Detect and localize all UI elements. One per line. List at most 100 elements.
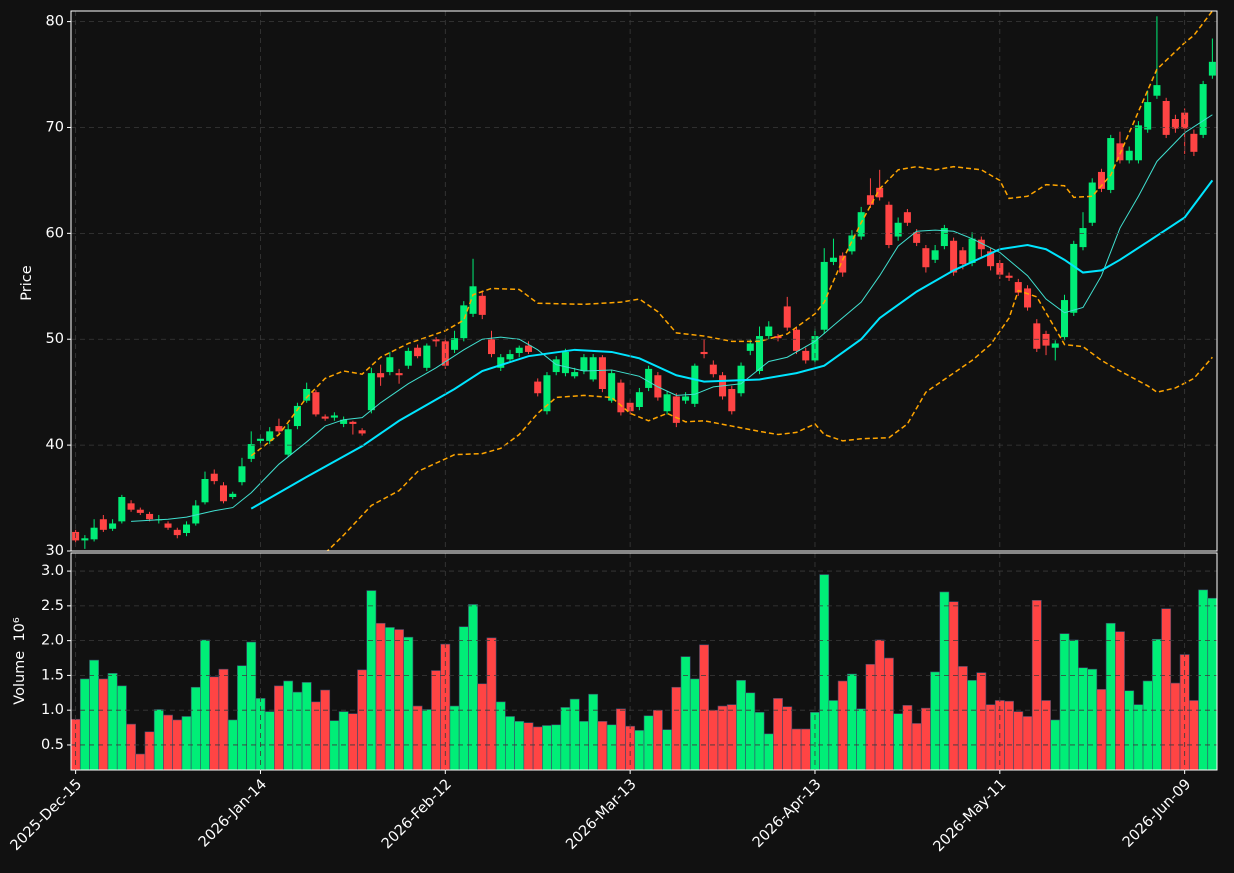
volume-bar	[431, 670, 441, 770]
volume-bar	[634, 730, 645, 770]
y-tick-label: 1.0	[41, 702, 64, 718]
volume-bar	[800, 728, 811, 770]
candle-body	[358, 430, 366, 434]
candle-body	[663, 394, 671, 412]
candle-body	[839, 255, 847, 273]
volume-bar	[893, 713, 904, 770]
candle-body	[1088, 182, 1096, 223]
candle-body	[829, 257, 837, 262]
volume-bar	[375, 622, 386, 770]
candle-body	[404, 350, 412, 366]
panel-frame	[70, 552, 1218, 771]
volume-bar	[89, 659, 100, 770]
candle-body	[765, 326, 773, 337]
volume-bar	[200, 639, 210, 770]
candle-body	[1208, 61, 1216, 76]
volume-bar	[837, 680, 848, 770]
candle-body	[913, 232, 921, 243]
y-tick-label: 60	[46, 225, 64, 241]
candle-body	[996, 263, 1004, 275]
volume-bar	[1142, 680, 1153, 770]
volume-bar	[514, 721, 525, 770]
candle-body	[1024, 288, 1032, 308]
volume-bar	[505, 716, 515, 770]
volume-bar	[1152, 638, 1162, 770]
volume-bar	[689, 678, 700, 770]
candle-body	[1051, 343, 1059, 348]
volume-bar	[1087, 668, 1098, 770]
candle-body	[931, 250, 939, 260]
plot-area	[72, 11, 1216, 551]
candle-body	[885, 204, 893, 245]
candle-body	[303, 389, 311, 401]
volume-bar	[274, 685, 284, 770]
volume-bar	[477, 683, 488, 770]
volume-bar	[680, 656, 691, 770]
y-tick-label: 2.5	[41, 598, 64, 614]
candle-body	[1107, 138, 1115, 190]
candle-body	[876, 187, 884, 198]
y-tick-label: 40	[46, 437, 64, 453]
candle-body	[99, 519, 107, 530]
volume-bar	[1161, 608, 1172, 770]
candle-body	[524, 345, 532, 352]
volume-bar	[283, 680, 294, 770]
volume-bar	[320, 689, 331, 770]
volume-bar	[338, 711, 349, 770]
volume-bar	[144, 731, 155, 770]
overlay-line	[326, 289, 1213, 551]
candle-body	[469, 286, 477, 314]
volume-bar	[1013, 711, 1024, 770]
volume-bar	[1198, 589, 1209, 770]
candle-body	[645, 368, 653, 388]
candle-body	[1097, 171, 1105, 189]
candle-body	[1060, 300, 1069, 338]
volume-bar	[264, 711, 275, 770]
candle-body	[330, 415, 338, 418]
volume-bar	[708, 709, 719, 770]
volume-bar	[412, 705, 423, 770]
candle-body	[1134, 125, 1142, 161]
volume-bar	[1059, 633, 1070, 770]
candle-body	[238, 466, 246, 483]
candle-body	[1153, 85, 1161, 96]
candle-body	[487, 339, 496, 355]
candle-body	[802, 350, 810, 361]
candle-body	[959, 250, 967, 265]
candle-body	[589, 357, 597, 380]
candle-body	[414, 347, 422, 357]
volume-bar	[1068, 639, 1079, 770]
volume-bar	[1031, 599, 1042, 770]
candle-body	[340, 419, 348, 424]
candle-body	[977, 239, 985, 250]
volume-bar	[652, 709, 663, 770]
volume-bar	[976, 672, 987, 770]
panel-frame	[70, 10, 1218, 552]
volume-bar	[957, 666, 968, 770]
candle-body	[709, 364, 717, 375]
volume-bar	[1188, 700, 1199, 770]
candle-body	[534, 381, 542, 394]
candle-body	[367, 373, 375, 411]
volume-bar	[458, 626, 469, 770]
candle-body	[173, 529, 181, 536]
candle-body	[552, 359, 560, 373]
candle-body	[515, 347, 523, 353]
volume-bar	[911, 723, 922, 770]
volume-bar	[366, 590, 377, 770]
candle-body	[423, 345, 431, 368]
candle-body	[460, 305, 468, 339]
volume-bar	[1170, 682, 1181, 770]
volume-bar	[662, 729, 673, 770]
candle-body	[451, 338, 459, 350]
volume-bar	[421, 709, 432, 770]
candle-body	[146, 513, 154, 520]
candle-body	[1033, 323, 1041, 349]
candle-body	[210, 473, 218, 482]
volume-bar	[569, 698, 580, 770]
candle-body	[247, 444, 255, 459]
candle-body	[192, 505, 200, 524]
candle-body	[672, 396, 680, 423]
volume-bar	[79, 678, 90, 770]
volume-bar	[606, 724, 617, 770]
